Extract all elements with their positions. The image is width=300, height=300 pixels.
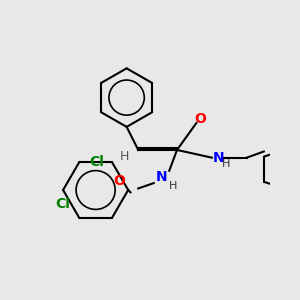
Text: H: H (169, 181, 177, 191)
Text: H: H (120, 150, 129, 163)
Text: Cl: Cl (56, 197, 70, 211)
Text: Cl: Cl (89, 155, 104, 169)
Text: N: N (212, 151, 224, 165)
Text: N: N (156, 170, 167, 184)
Text: O: O (113, 174, 125, 188)
Text: H: H (222, 159, 230, 169)
Text: O: O (194, 112, 206, 126)
